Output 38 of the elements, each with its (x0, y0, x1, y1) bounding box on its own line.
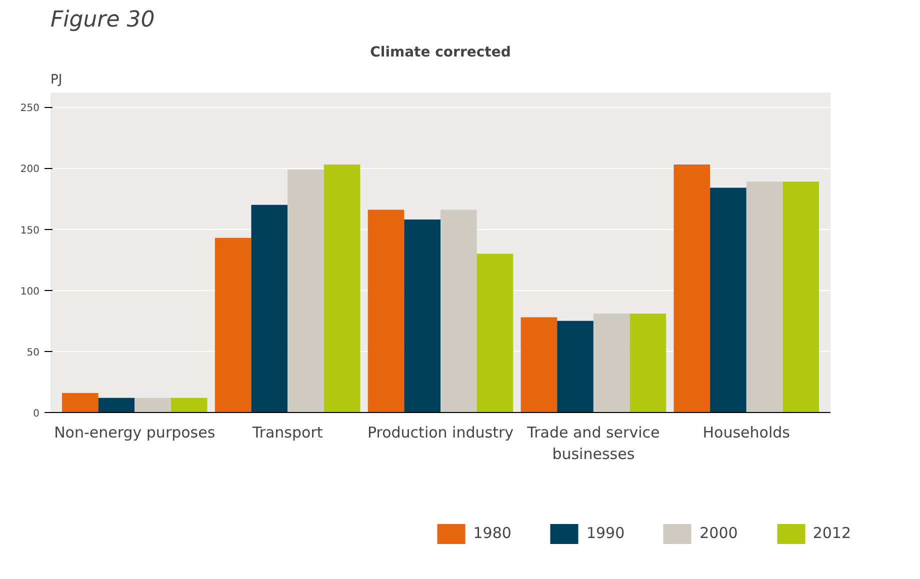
bar (62, 392, 98, 412)
bar (404, 220, 440, 412)
y-tick-label: 50 (26, 347, 40, 358)
bar (593, 314, 630, 412)
bar (440, 210, 477, 412)
chart-title: Figure 30 (50, 8, 155, 32)
bar (557, 320, 594, 412)
x-tick-label: Production industry (367, 424, 514, 442)
bar (324, 164, 360, 412)
bar (98, 398, 135, 412)
x-tick-label: Transport (251, 424, 323, 442)
bar (170, 398, 208, 412)
bar (288, 169, 324, 412)
legend-label: 2012 (812, 524, 851, 542)
bar (674, 164, 710, 412)
bar (520, 317, 558, 412)
legend-label: 2000 (700, 524, 738, 542)
y-tick-label: 0 (33, 408, 40, 420)
bar (782, 182, 820, 412)
y-tick-label: 100 (20, 286, 40, 298)
bar (476, 254, 514, 412)
bar (134, 398, 171, 412)
bar (710, 188, 746, 412)
bar (746, 182, 783, 412)
x-tick-label: Trade and service businesses (526, 424, 660, 464)
x-tick-label: Non-energy purposes (54, 424, 216, 442)
legend-label: 1990 (586, 524, 625, 542)
chart-subtitle: Climate corrected (370, 44, 511, 60)
bar (368, 210, 404, 412)
bar (251, 204, 288, 412)
bar (630, 314, 666, 412)
y-tick-label: 200 (20, 164, 40, 176)
x-tick-label: Households (702, 424, 790, 442)
bar (214, 238, 252, 412)
y-tick-label: 150 (20, 225, 40, 236)
y-tick-label: 250 (20, 103, 40, 114)
legend-label: 1980 (473, 524, 512, 542)
y-axis-title: PJ (50, 72, 62, 88)
